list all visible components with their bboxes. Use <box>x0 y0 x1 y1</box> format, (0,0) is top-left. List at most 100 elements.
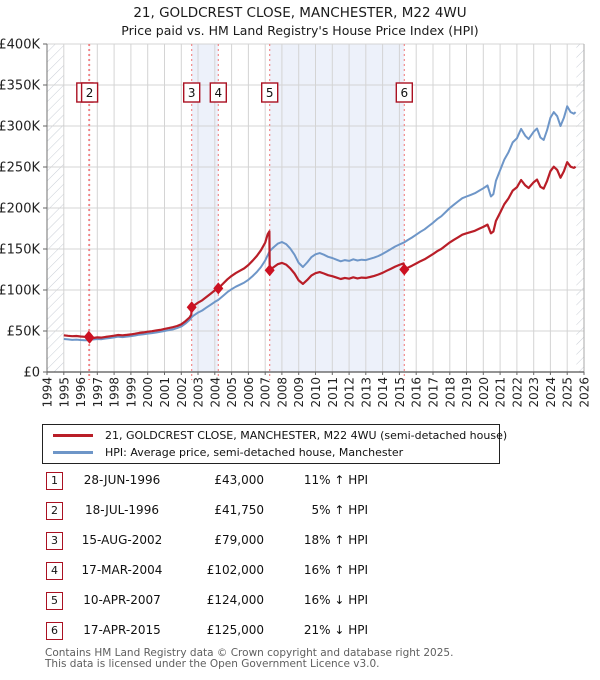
sale-number-badge: 5 <box>46 592 63 610</box>
sale-number-boxes: 123456 <box>76 82 413 103</box>
sale-hpi-delta: 18% ↑ HPI <box>303 533 368 547</box>
sale-number-box-label: 3 <box>188 86 196 100</box>
sale-marker <box>84 331 95 344</box>
x-tick-label: 2017 <box>427 377 441 408</box>
price-paid-line <box>63 161 577 340</box>
sale-hpi-delta: 5% ↑ HPI <box>311 503 368 517</box>
sale-marker <box>399 263 410 276</box>
sale-row: 6 17-APR-2015 £125,000 21% ↓ HPI <box>0 622 600 642</box>
legend-entry-property: 21, GOLDCREST CLOSE, MANCHESTER, M22 4WU… <box>43 427 507 444</box>
sale-number-box-label: 6 <box>400 86 408 100</box>
sale-price: £41,750 <box>214 503 264 517</box>
legend-label-hpi: HPI: Average price, semi-detached house,… <box>105 446 404 459</box>
x-tick-label: 2021 <box>494 377 508 408</box>
x-tick-label: 2020 <box>477 377 491 408</box>
x-tick-label: 2003 <box>192 377 206 408</box>
sale-date: 18-JUL-1996 <box>85 503 159 517</box>
x-tick-label: 2022 <box>510 377 524 408</box>
x-tick-label: 1995 <box>57 377 71 408</box>
x-tick-label: 1994 <box>41 377 55 408</box>
license-line-2: This data is licensed under the Open Gov… <box>45 658 380 670</box>
legend-entry-hpi: HPI: Average price, semi-detached house,… <box>43 444 403 461</box>
x-tick-label: 2002 <box>175 377 189 408</box>
sale-marker <box>264 264 275 277</box>
sale-number-box <box>80 82 99 103</box>
y-tick-label: £50K <box>7 325 41 340</box>
sale-number-box <box>182 82 201 103</box>
sale-row: 5 10-APR-2007 £124,000 16% ↓ HPI <box>0 592 600 612</box>
x-tick-label: 2006 <box>242 377 256 408</box>
y-tick-label: £200K <box>0 202 40 217</box>
sale-number-badge: 4 <box>46 562 63 580</box>
sale-price: £102,000 <box>206 563 264 577</box>
license-line-1: Contains HM Land Registry data © Crown c… <box>45 647 454 659</box>
chart-axes <box>43 43 585 375</box>
x-tick-label: 1997 <box>91 377 105 408</box>
sale-price: £43,000 <box>214 473 264 487</box>
x-tick-label: 2009 <box>292 377 306 408</box>
x-tick-label: 2012 <box>343 377 357 408</box>
sale-hpi-delta: 16% ↑ HPI <box>303 563 368 577</box>
x-tick-label: 2011 <box>326 377 340 408</box>
sale-date: 17-MAR-2004 <box>81 563 163 577</box>
sale-number-badge: 2 <box>46 502 63 520</box>
x-tick-label: 2008 <box>275 377 289 408</box>
sale-marker <box>186 301 197 314</box>
x-tick-label: 1999 <box>124 377 138 408</box>
page-title: 21, GOLDCREST CLOSE, MANCHESTER, M22 4WU <box>133 5 467 21</box>
sale-date: 10-APR-2007 <box>83 593 161 607</box>
x-tick-label: 2007 <box>259 377 273 408</box>
x-tick-label: 2005 <box>225 377 239 408</box>
sale-number-badge: 1 <box>46 472 63 490</box>
page-subtitle: Price paid vs. HM Land Registry's House … <box>121 23 479 38</box>
x-tick-label: 2001 <box>158 377 172 408</box>
sale-date: 17-APR-2015 <box>83 623 161 637</box>
sale-number-box-label: 5 <box>266 86 274 100</box>
y-tick-label: £300K <box>0 120 40 135</box>
sale-number-box-label: 4 <box>214 86 222 100</box>
x-tick-label: 2023 <box>527 377 541 408</box>
y-tick-label: £0 <box>23 366 40 381</box>
x-tick-label: 2024 <box>544 377 558 408</box>
x-tick-label: 2014 <box>376 377 390 408</box>
price-paid-line-swatch <box>53 434 93 437</box>
y-tick-label: £350K <box>0 79 40 94</box>
x-tick-label: 2019 <box>460 377 474 408</box>
x-axis-labels: 1994 1995 1996 1997 1998 1999 2000 2001 2002 2003… <box>41 377 592 408</box>
y-tick-label: £150K <box>0 243 40 258</box>
sale-number-box <box>261 82 279 103</box>
sale-number-box <box>395 82 413 103</box>
sale-price: £125,000 <box>206 623 264 637</box>
sale-price: £79,000 <box>214 533 264 547</box>
sale-date: 28-JUN-1996 <box>83 473 161 487</box>
sale-row: 3 15-AUG-2002 £79,000 18% ↑ HPI <box>0 532 600 552</box>
sale-number-box-label: 2 <box>86 86 94 100</box>
sale-price: £124,000 <box>206 593 264 607</box>
sale-date: 15-AUG-2002 <box>81 533 163 547</box>
sale-row: 2 18-JUL-1996 £41,750 5% ↑ HPI <box>0 502 600 522</box>
x-tick-label: 2026 <box>578 377 592 408</box>
sale-markers <box>83 263 410 344</box>
y-axis-labels: £0 £50K £100K £150K £200K £250K £300K £350K £400… <box>0 38 40 381</box>
y-tick-label: £250K <box>0 161 40 176</box>
x-tick-label: 2016 <box>410 377 424 408</box>
x-tick-label: 2010 <box>309 377 323 408</box>
x-tick-label: 2000 <box>141 377 155 408</box>
legend-label-property: 21, GOLDCREST CLOSE, MANCHESTER, M22 4WU… <box>105 429 508 442</box>
sale-number-box <box>209 82 228 103</box>
x-tick-label: 1998 <box>108 377 122 408</box>
sale-number-badge: 6 <box>46 622 63 640</box>
x-tick-label: 1996 <box>74 377 88 408</box>
x-tick-label: 2025 <box>561 377 575 408</box>
sale-marker <box>213 282 224 295</box>
x-tick-label: 2013 <box>359 377 373 408</box>
x-tick-label: 2018 <box>443 377 457 408</box>
sale-row: 1 28-JUN-1996 £43,000 11% ↑ HPI <box>0 472 600 492</box>
sale-hpi-delta: 21% ↓ HPI <box>303 623 368 637</box>
sale-hpi-delta: 16% ↓ HPI <box>303 593 368 607</box>
hpi-line-swatch <box>53 451 93 454</box>
sale-number-badge: 3 <box>46 532 63 550</box>
sale-hpi-delta: 11% ↑ HPI <box>303 473 368 487</box>
chart-grid <box>46 43 585 373</box>
